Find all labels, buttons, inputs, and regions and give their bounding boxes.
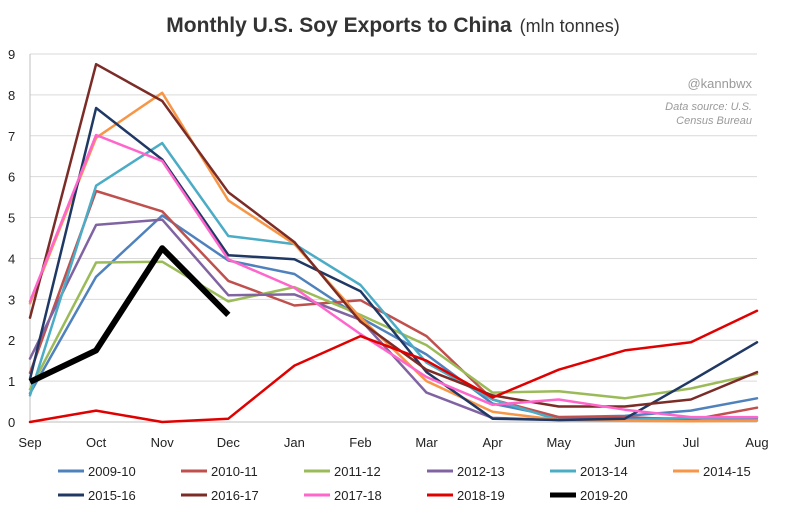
chart-title: Monthly U.S. Soy Exports to China (mln to… bbox=[166, 14, 619, 37]
x-tick-label: Jun bbox=[614, 435, 635, 450]
x-tick-label: Oct bbox=[86, 435, 107, 450]
x-tick-label: Sep bbox=[18, 435, 41, 450]
x-tick-label: Nov bbox=[151, 435, 175, 450]
series-line-2018-19 bbox=[28, 309, 759, 424]
legend-label-2017-18: 2017-18 bbox=[334, 488, 382, 503]
x-tick-label: Aug bbox=[745, 435, 768, 450]
series-line-2019-20 bbox=[28, 245, 231, 385]
legend-label-2015-16: 2015-16 bbox=[88, 488, 136, 503]
y-tick-label: 4 bbox=[8, 251, 15, 266]
legend-label-2012-13: 2012-13 bbox=[457, 464, 505, 479]
x-tick-label: Dec bbox=[217, 435, 241, 450]
y-tick-label: 6 bbox=[8, 170, 15, 185]
legend-label-2010-11: 2010-11 bbox=[211, 464, 258, 479]
x-tick-label: Feb bbox=[349, 435, 371, 450]
x-tick-label: Mar bbox=[415, 435, 438, 450]
legend-label-2009-10: 2009-10 bbox=[88, 464, 136, 479]
y-tick-label: 9 bbox=[8, 47, 15, 62]
y-tick-label: 8 bbox=[8, 88, 15, 103]
series-lines bbox=[28, 62, 759, 424]
legend-label-2011-12: 2011-12 bbox=[334, 464, 381, 479]
series-line-2017-18 bbox=[28, 133, 759, 419]
y-tick-label: 7 bbox=[8, 129, 15, 144]
gridlines bbox=[30, 53, 757, 382]
y-tick-label: 3 bbox=[8, 292, 15, 307]
watermark-handle: @kannbwx bbox=[687, 76, 752, 91]
y-tick-label: 0 bbox=[8, 415, 15, 430]
x-tick-label: Jan bbox=[284, 435, 305, 450]
source-line-1: Data source: U.S. bbox=[665, 101, 752, 113]
series-line-2009-10 bbox=[28, 214, 759, 419]
x-tick-label: Apr bbox=[483, 435, 504, 450]
series-line-2016-17 bbox=[28, 62, 759, 408]
y-tick-label: 1 bbox=[8, 374, 15, 389]
legend: 2009-10 2010-11 2011-12 2012-13 2013-14 2014-… bbox=[58, 464, 751, 503]
axes: 0 1 2 3 4 5 6 7 8 9 Sep Oct Nov Dec Jan Feb Mar Apr May Jun… bbox=[8, 47, 769, 450]
source-line-2: Census Bureau bbox=[676, 115, 752, 127]
y-tick-label: 2 bbox=[8, 333, 15, 348]
x-tick-label: Jul bbox=[683, 435, 700, 450]
x-tick-label: May bbox=[546, 435, 571, 450]
legend-label-2016-17: 2016-17 bbox=[211, 488, 259, 503]
series-line-2015-16 bbox=[28, 106, 759, 422]
y-tick-label: 5 bbox=[8, 211, 15, 226]
legend-label-2019-20: 2019-20 bbox=[580, 488, 628, 503]
legend-label-2013-14: 2013-14 bbox=[580, 464, 628, 479]
legend-label-2014-15: 2014-15 bbox=[703, 464, 751, 479]
legend-label-2018-19: 2018-19 bbox=[457, 488, 505, 503]
